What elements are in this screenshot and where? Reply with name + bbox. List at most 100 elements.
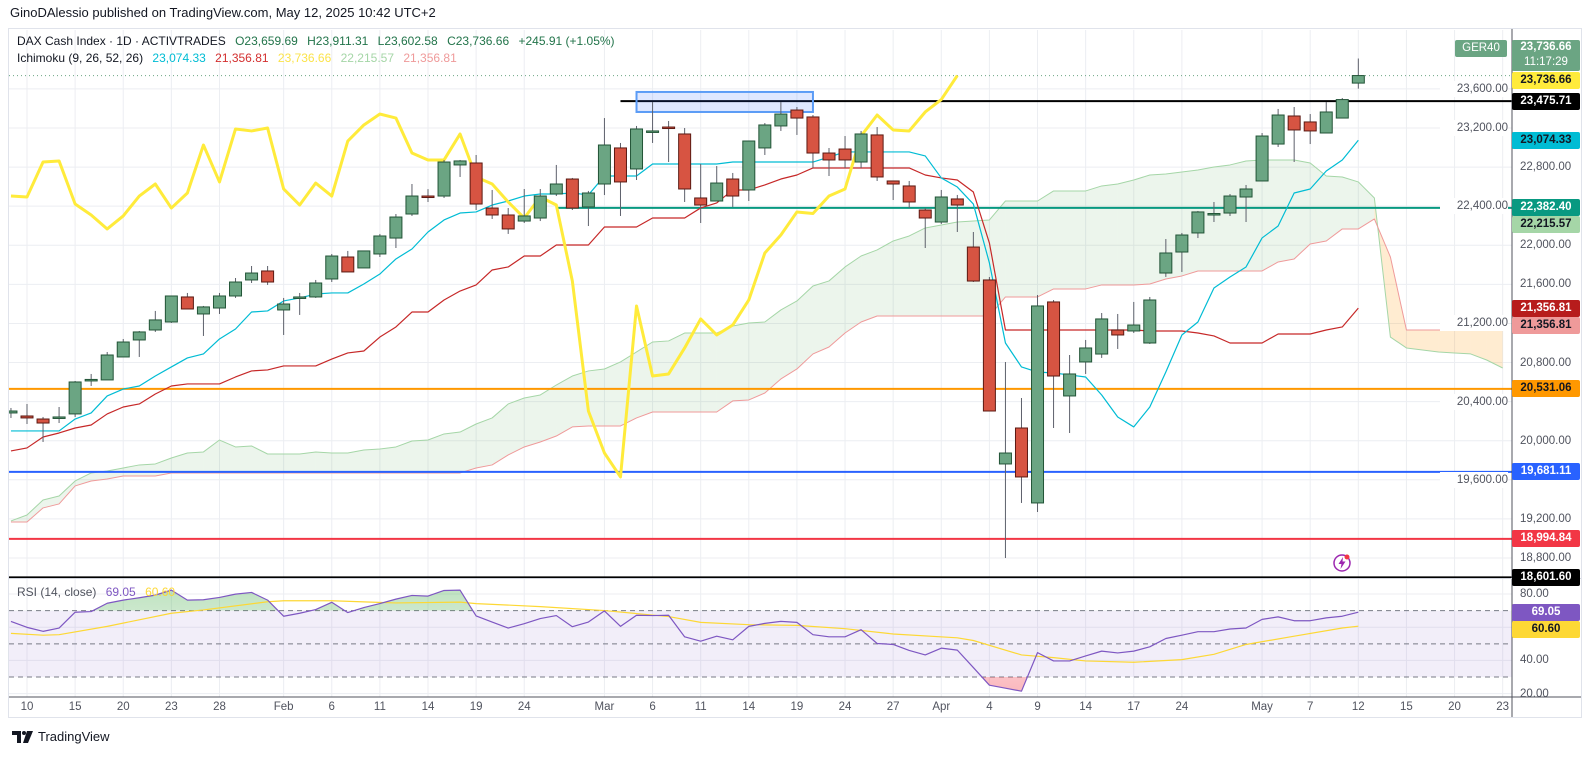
time-tick-label: 23: [1496, 701, 1510, 713]
open-value: O23,659.69: [235, 34, 298, 48]
candle-body: [533, 195, 547, 219]
cloud-segment: [732, 322, 749, 401]
cloud-segment: [1085, 185, 1102, 289]
cloud-segment: [748, 321, 765, 400]
candle-body: [1223, 195, 1237, 214]
candle-body: [1047, 301, 1061, 377]
cloud-segment: [1005, 201, 1022, 297]
cloud-segment: [957, 220, 974, 317]
candle-body: [597, 144, 611, 185]
symbol-name[interactable]: DAX Cash Index · 1D · ACTIVTRADES: [17, 34, 226, 48]
time-tick-label: 6: [328, 701, 335, 713]
candle-body: [164, 295, 178, 323]
candle-body: [421, 195, 435, 199]
time-tick-label: 14: [1079, 701, 1093, 713]
time-tick-label: 11: [373, 701, 386, 713]
price-tick-label: 23,200.00: [1440, 120, 1508, 136]
candle-body: [934, 196, 948, 223]
cloud-segment: [395, 441, 412, 473]
candle-body: [132, 331, 146, 341]
candle-body: [694, 197, 708, 206]
time-tick-label: 6: [649, 701, 656, 713]
time-tick-label: 15: [68, 701, 82, 713]
candle-body: [20, 415, 34, 419]
price-tick-label: 20,000.00: [1520, 434, 1572, 447]
price-axis-tag: 21,356.81: [1512, 316, 1580, 334]
rsi-tick-label: 20.00: [1520, 687, 1549, 700]
cloud-segment: [1053, 190, 1070, 289]
candle-body: [854, 133, 868, 163]
cloud-segment: [556, 376, 573, 437]
candle-body: [180, 296, 194, 310]
cloud-segment: [861, 249, 878, 322]
candle-body: [966, 246, 980, 282]
candle-body: [790, 109, 804, 119]
rsi-ma-value: 60.60: [145, 585, 176, 599]
high-value: H23,911.31: [307, 34, 369, 48]
rsi-name[interactable]: RSI (14, close): [17, 585, 97, 599]
tradingview-logo-icon: [12, 730, 33, 743]
candle-body: [1111, 329, 1125, 336]
cloud-segment: [267, 453, 284, 473]
price-tick-label: 19,600.00: [1440, 471, 1508, 488]
candle-body: [1143, 299, 1157, 344]
chikou-value: 23,736.66: [277, 51, 332, 65]
cloud-segment: [1037, 190, 1054, 297]
cloud-segment: [1422, 329, 1439, 352]
cloud-segment: [845, 256, 862, 334]
time-tick-label: May: [1251, 701, 1273, 713]
price-axis-tag: 60.60: [1512, 620, 1580, 638]
cloud-segment: [1486, 329, 1503, 369]
price-tick-label: 19,200.00: [1520, 512, 1572, 525]
cloud-segment: [877, 240, 894, 317]
candle-body: [870, 134, 884, 178]
time-tick-label: 28: [213, 701, 226, 713]
time-tick-label: 9: [1034, 701, 1041, 713]
rsi-ma-line: [10, 600, 1359, 663]
time-tick-label: 11: [694, 701, 707, 713]
time-tick-label: Apr: [932, 701, 951, 713]
tenkan-value: 23,074.33: [152, 51, 206, 65]
time-tick-label: 14: [742, 701, 756, 713]
ichimoku-name[interactable]: Ichimoku (9, 26, 52, 26): [17, 51, 144, 65]
time-tick-label: 20: [116, 701, 130, 713]
candle-body: [742, 140, 756, 191]
candle-body: [678, 133, 692, 190]
cloud-segment: [812, 280, 829, 354]
cloud-segment: [1117, 179, 1134, 285]
candle-body: [886, 180, 900, 185]
candle-body: [902, 185, 916, 203]
candle-body: [196, 306, 210, 315]
cloud-segment: [1310, 162, 1327, 245]
time-tick-label: 12: [1351, 701, 1365, 713]
candle-body: [277, 303, 291, 311]
chikou-line: [10, 74, 959, 479]
price-axis-tag: 22,215.57: [1512, 216, 1580, 234]
cloud-segment: [1406, 329, 1423, 351]
time-tick-label: 19: [790, 701, 804, 713]
rsi-pane: [9, 589, 1512, 692]
time-tick-label: 24: [838, 701, 852, 713]
close-value: C23,736.66: [447, 34, 510, 48]
candle-body: [1031, 305, 1045, 504]
senkou-a-value: 22,215.57: [340, 51, 395, 65]
time-tick-label: 4: [986, 701, 993, 713]
lightning-icon[interactable]: [1332, 553, 1352, 573]
cloud-segment: [893, 235, 910, 317]
candle-body: [1335, 99, 1349, 119]
cloud-segment: [27, 500, 44, 523]
candle-body: [341, 256, 355, 273]
tradingview-logo[interactable]: TradingView: [12, 729, 110, 744]
cloud-segment: [764, 309, 781, 394]
last-price: 23,736.66: [1520, 41, 1572, 53]
price-axis-tag: 23,475.71: [1512, 92, 1580, 110]
candle-body: [1014, 427, 1028, 478]
candle-body: [613, 147, 627, 183]
cloud-segment: [444, 432, 461, 473]
cloud-segment: [251, 445, 268, 473]
candle-body: [1159, 252, 1173, 274]
cloud-segment: [91, 470, 108, 481]
rsi-overbought-fill: [10, 590, 1359, 611]
price-axis-tag: 22,382.40: [1512, 199, 1580, 217]
